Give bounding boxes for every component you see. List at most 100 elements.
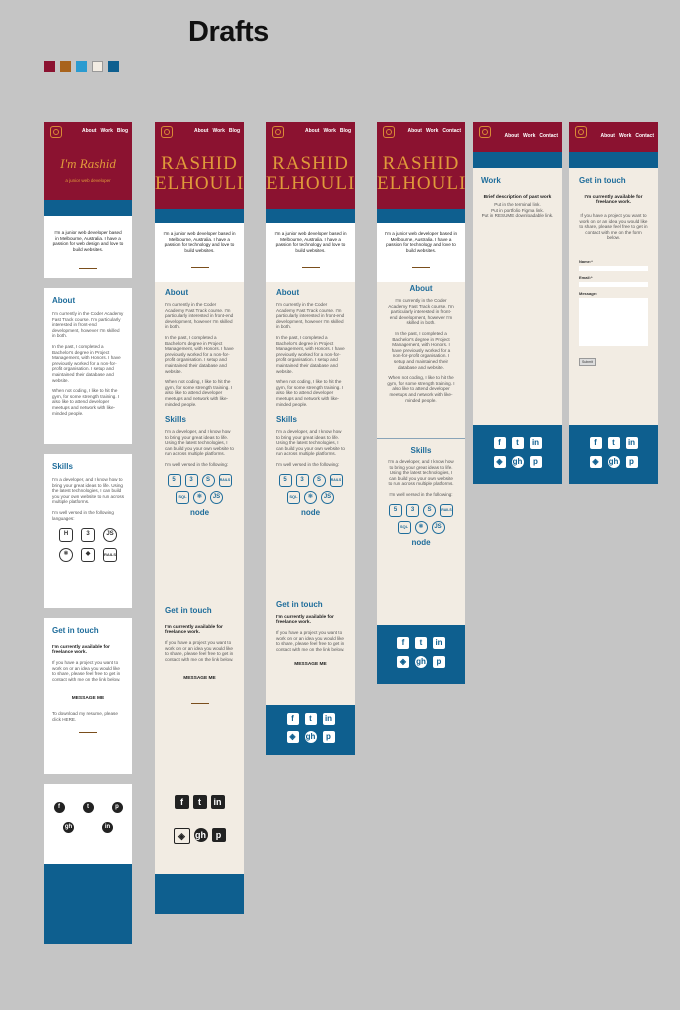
css3-icon: 3: [295, 473, 309, 487]
github-icon[interactable]: gh: [304, 731, 317, 743]
facebook-icon[interactable]: f: [286, 713, 299, 725]
rails-icon: RAILS: [329, 473, 343, 487]
facebook-icon[interactable]: f: [174, 795, 189, 809]
twitter-icon[interactable]: t: [192, 795, 207, 809]
nav-about[interactable]: About: [194, 128, 209, 134]
resume-text[interactable]: To download my resume, please click HERE…: [52, 711, 118, 722]
linkedin-icon[interactable]: in: [322, 713, 335, 725]
nav-work[interactable]: Work: [618, 133, 632, 139]
nav-work[interactable]: Work: [100, 128, 113, 134]
linkedin-icon[interactable]: in: [625, 437, 638, 449]
codepen-icon[interactable]: ◈: [397, 656, 409, 668]
nav-about[interactable]: About: [600, 133, 615, 139]
nav-about[interactable]: About: [407, 128, 422, 134]
swatch-blue: [108, 61, 119, 72]
about-section: About I'm currently in the Coder Academy…: [377, 282, 465, 405]
logo-icon[interactable]: [383, 126, 395, 138]
intro-text: I'm a junior web developer based in Melb…: [163, 231, 236, 253]
message-button[interactable]: MESSAGE ME: [183, 676, 216, 682]
section-divider: [377, 438, 465, 439]
logo-icon[interactable]: [50, 126, 62, 138]
linkedin-icon[interactable]: in: [102, 822, 113, 833]
hero-card: About Work Blog RASHID ELHOULI: [155, 122, 244, 209]
nav-about[interactable]: About: [82, 128, 97, 134]
twitter-icon[interactable]: t: [82, 802, 94, 813]
nav-blog[interactable]: Blog: [228, 128, 240, 134]
name-field[interactable]: [579, 265, 648, 271]
logo-icon[interactable]: [575, 126, 587, 138]
contact-heading: Get in touch: [52, 626, 99, 635]
message-button[interactable]: MESSAGE ME: [71, 696, 105, 702]
linkedin-icon[interactable]: in: [210, 795, 225, 809]
nav-blog[interactable]: Blog: [116, 128, 128, 134]
linkedin-icon[interactable]: in: [529, 437, 542, 449]
nav-contact[interactable]: Contact: [539, 133, 558, 139]
codepen-icon[interactable]: ◈: [589, 456, 602, 468]
github-icon[interactable]: gh: [415, 656, 427, 668]
about-section: About I'm currently in the Coder Academy…: [266, 284, 355, 521]
pinterest-icon[interactable]: p: [625, 456, 638, 468]
logo-icon[interactable]: [272, 126, 284, 138]
about-p1: I'm currently in the Coder Academy Fast …: [276, 302, 345, 330]
logo-icon[interactable]: [161, 126, 173, 138]
pinterest-icon[interactable]: p: [322, 731, 335, 743]
draft-4: About Work Contact RASHID ELHOULI I'm a …: [377, 122, 465, 684]
about-p3: When not coding, I like to hit the gym, …: [165, 379, 233, 407]
twitter-icon[interactable]: t: [511, 437, 524, 449]
linkedin-icon[interactable]: in: [433, 637, 445, 649]
pinterest-icon[interactable]: p: [529, 456, 542, 468]
rails-icon: RAILS: [103, 548, 117, 563]
github-icon[interactable]: gh: [63, 822, 74, 833]
github-icon[interactable]: gh: [511, 456, 524, 468]
twitter-icon[interactable]: t: [415, 637, 427, 649]
hero-first-name: RASHID: [382, 153, 460, 174]
contact-available: I'm currently available for freelance wo…: [52, 645, 110, 655]
intro-card: I'm a junior web developer based in Melb…: [155, 223, 244, 282]
nav-about[interactable]: About: [305, 128, 320, 134]
sql-icon: SQL: [397, 520, 411, 534]
nav-work[interactable]: Work: [425, 128, 439, 134]
nav-work[interactable]: Work: [522, 133, 536, 139]
codepen-icon[interactable]: ◈: [173, 828, 190, 844]
footer: f t in ◈ gh p: [266, 705, 355, 755]
pinterest-icon[interactable]: p: [111, 802, 123, 813]
github-icon[interactable]: gh: [607, 456, 620, 468]
twitter-icon[interactable]: t: [607, 437, 620, 449]
message-field[interactable]: [579, 297, 648, 346]
footer: f t in ◈ gh p: [569, 425, 658, 484]
hero-band: [155, 209, 244, 223]
email-field[interactable]: [579, 281, 648, 287]
sql-icon: SQL: [176, 490, 189, 504]
pinterest-icon[interactable]: p: [211, 828, 226, 842]
contact-available: I'm currently available for freelance wo…: [276, 615, 334, 625]
html5-icon: 5: [389, 503, 402, 517]
hero-first-name: RASHID: [161, 153, 238, 174]
about-p2: In the past, I completed a Bachelor's de…: [276, 334, 345, 374]
contact-section: Get in touch I'm currently available for…: [569, 174, 658, 370]
about-heading: About: [52, 296, 76, 305]
logo-icon[interactable]: [479, 126, 491, 138]
nav-contact[interactable]: Contact: [635, 133, 654, 139]
hero-last-name: ELHOULI: [155, 173, 244, 194]
swatch-lightblue: [76, 61, 87, 72]
message-button[interactable]: MESSAGE ME: [294, 662, 327, 668]
facebook-icon[interactable]: f: [397, 637, 409, 649]
nav-blog[interactable]: Blog: [339, 128, 351, 134]
nav-work[interactable]: Work: [212, 128, 225, 134]
draft-1: About Work Blog I'm Rashid a junior web …: [44, 122, 132, 944]
facebook-icon[interactable]: f: [589, 437, 602, 449]
facebook-icon[interactable]: f: [493, 437, 506, 449]
hero-card: About Work Blog I'm Rashid a junior web …: [44, 122, 132, 200]
facebook-icon[interactable]: f: [53, 802, 65, 813]
submit-button[interactable]: Submit: [579, 357, 596, 366]
intro-text: I'm a junior web developer based in Melb…: [384, 231, 458, 253]
nav-about[interactable]: About: [504, 133, 519, 139]
draft-2: About Work Blog RASHID ELHOULI I'm a jun…: [155, 122, 244, 914]
nav-contact[interactable]: Contact: [442, 128, 461, 134]
codepen-icon[interactable]: ◈: [493, 456, 506, 468]
twitter-icon[interactable]: t: [304, 713, 317, 725]
pinterest-icon[interactable]: p: [433, 656, 445, 668]
codepen-icon[interactable]: ◈: [286, 731, 299, 743]
github-icon[interactable]: gh: [193, 828, 208, 842]
nav-work[interactable]: Work: [323, 128, 336, 134]
